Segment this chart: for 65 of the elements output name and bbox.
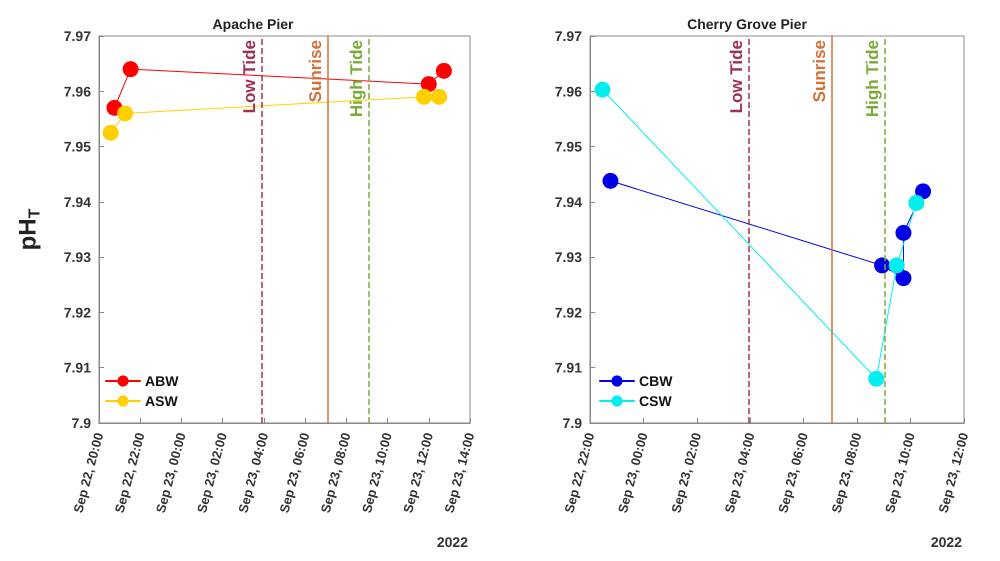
point [888, 257, 905, 274]
point [908, 194, 924, 211]
point [874, 257, 890, 274]
ref-line-label: Sunrise [810, 40, 830, 102]
y-tick-label: 7.9 [562, 415, 582, 431]
ref-line-label: Low Tide [240, 40, 259, 114]
point [602, 172, 618, 189]
ref-line-label: High Tide [863, 40, 882, 118]
point [102, 124, 119, 141]
x-tick-label: Sep 23, 08:00 [318, 431, 354, 515]
y-tick-label: 7.94 [554, 194, 582, 210]
x-tick-label: Sep 23, 12:00 [400, 431, 436, 515]
y-tick-label: 7.95 [554, 138, 582, 155]
point [416, 88, 432, 105]
x-tick-label: Sep 23, 04:00 [722, 431, 758, 515]
x-tick-label: Sep 23, 12:00 [935, 431, 972, 515]
y-tick-label: 7.94 [64, 194, 92, 210]
point [420, 76, 437, 92]
x-tick-label: Sep 23, 02:00 [668, 431, 704, 515]
y-tick-label: 7.92 [554, 304, 582, 320]
point [436, 62, 452, 79]
x-tick-label: Sep 23, 10:00 [358, 431, 395, 515]
x-tick-label: Sep 23, 00:00 [614, 431, 651, 515]
y-tick-label: 7.93 [64, 249, 92, 266]
x-tick-label: Sep 23, 04:00 [235, 431, 272, 515]
legend-label: CSW [639, 393, 672, 409]
x-tick-label: Sep 23, 10:00 [882, 431, 918, 515]
ref-line-label: Low Tide [726, 40, 746, 114]
point [594, 82, 610, 98]
legend-label: ASW [145, 393, 178, 409]
chart-title: Apache Pier [212, 16, 294, 32]
point [915, 183, 932, 200]
x-tick-label: Sep 23, 08:00 [828, 431, 864, 515]
y-tick-label: 7.96 [64, 83, 92, 100]
y-tick-label: 7.97 [554, 28, 582, 44]
y-tick-label: 7.9 [72, 415, 92, 431]
y-tick-label: 7.93 [554, 249, 582, 266]
y-tick-label: 7.92 [64, 304, 92, 320]
legend-label: ABW [145, 373, 180, 389]
x-tick-label: Sep 22, 22:00 [561, 431, 598, 515]
y-tick-label: 7.91 [554, 360, 582, 376]
y-tick-label: 7.91 [64, 360, 92, 376]
x-tick-label: Sep 23, 06:00 [775, 431, 811, 515]
text: 2022 [930, 534, 962, 550]
ref-line-label: High Tide [347, 40, 366, 118]
text: 2022 [436, 534, 468, 550]
x-tick-label: Sep 23, 02:00 [194, 431, 230, 515]
point [117, 105, 134, 122]
point [868, 370, 884, 387]
point [122, 61, 139, 78]
x-tick-label: Sep 22, 20:00 [70, 431, 106, 515]
point [431, 88, 448, 105]
point [895, 270, 912, 286]
y-tick-label: 7.95 [64, 138, 92, 155]
x-tick-label: Sep 22, 22:00 [112, 431, 148, 515]
ref-line-label: Sunrise [306, 40, 325, 102]
x-tick-label: Sep 23, 14:00 [441, 431, 478, 515]
legend-label: CBW [639, 373, 674, 389]
y-tick-label: 7.97 [64, 28, 92, 44]
chart-title: Cherry Grove Pier [687, 16, 808, 32]
x-tick-label: Sep 23, 00:00 [152, 431, 189, 515]
x-tick-label: Sep 23, 06:00 [276, 431, 312, 515]
point [895, 224, 912, 241]
y-axis-title: pHT [14, 208, 44, 250]
y-tick-label: 7.96 [554, 83, 582, 100]
